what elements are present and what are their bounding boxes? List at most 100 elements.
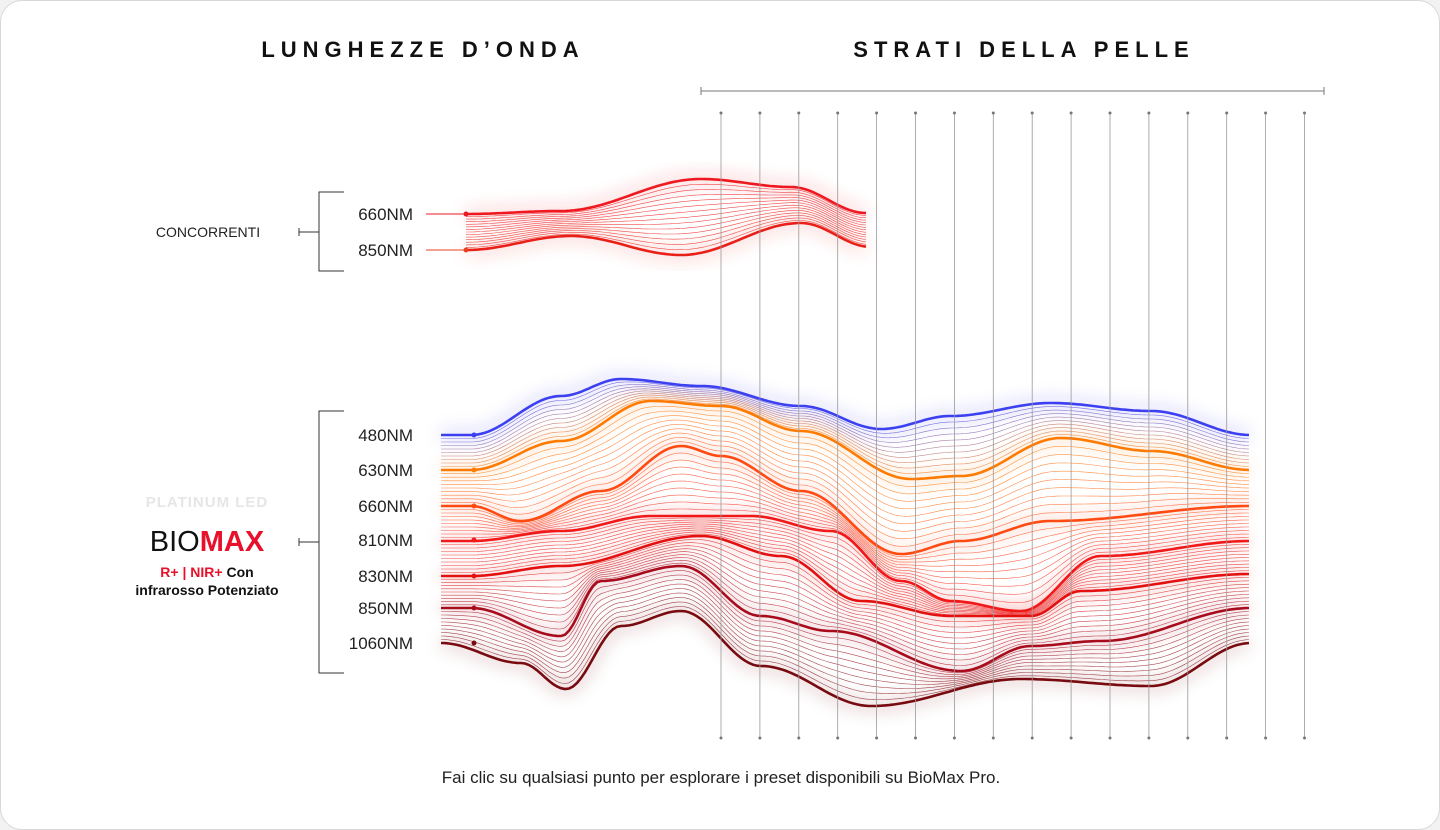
strand: [441, 459, 1249, 560]
wavelength-label: 1060NM: [349, 634, 413, 653]
strand: [441, 384, 1250, 443]
wavelength-labels: 660NM 850NM 480NM 630NM 660NM 810NM 830NM 850NM…: [349, 205, 477, 653]
strand: [441, 392, 1250, 458]
strand: [465, 215, 867, 243]
strand: [441, 533, 1250, 616]
strand: [441, 517, 1250, 612]
layer-dot: [1069, 111, 1073, 115]
strand: [441, 501, 1250, 595]
wavelength-label: 850NM: [358, 241, 413, 260]
strand: [441, 394, 1250, 464]
strand: [441, 473, 1249, 567]
strand: [441, 548, 1250, 639]
strand: [441, 410, 1250, 495]
brand-light: BIO: [150, 526, 200, 558]
spec-highlight: R+ | NIR+: [160, 564, 223, 580]
strand: [441, 428, 1249, 525]
layer-dot: [1225, 736, 1229, 740]
layer-dot: [991, 111, 995, 115]
brand-bold: MAX: [200, 526, 265, 558]
glow: [441, 375, 1250, 439]
strand: [465, 199, 867, 228]
strand: [441, 452, 1249, 558]
layer-dot: [797, 736, 801, 740]
wavelength-dot[interactable]: [471, 432, 477, 438]
strand: [441, 559, 1250, 661]
wavelength-dot[interactable]: [471, 503, 477, 509]
layer-dot: [1108, 736, 1112, 740]
strand: [441, 419, 1250, 510]
strand: [441, 466, 1249, 563]
layer-dot: [719, 111, 723, 115]
strand: [441, 523, 1250, 614]
wave-bundles: [440, 175, 1250, 710]
wavelength-dot[interactable]: [471, 573, 477, 579]
strand: [441, 521, 1250, 613]
key-curve: [441, 377, 1250, 437]
layer-dot: [914, 111, 917, 115]
key-curve: [465, 221, 867, 257]
strand: [466, 197, 867, 225]
strand: [466, 202, 867, 230]
strand: [440, 592, 1250, 685]
layer-dot: [875, 736, 879, 740]
strand: [441, 441, 1249, 547]
strand: [441, 480, 1249, 573]
wavelength-label: 660NM: [358, 205, 413, 224]
layer-dot: [758, 736, 762, 740]
skin-layer-scale: [700, 87, 1325, 95]
wavelength-label: 810NM: [358, 531, 413, 550]
strand: [441, 508, 1250, 603]
wavelength-dot[interactable]: [471, 537, 477, 543]
competitors-label: CONCORRENTI: [156, 224, 260, 240]
strand: [441, 381, 1250, 439]
layer-dot: [1186, 111, 1190, 115]
spec-text: Con infrarosso Potenziato: [135, 564, 279, 598]
strand: [466, 189, 867, 220]
layer-dot: [952, 736, 956, 740]
strand: [441, 529, 1250, 615]
strand: [441, 527, 1250, 615]
wavelength-dot[interactable]: [471, 640, 477, 646]
strand: [441, 525, 1250, 614]
layer-dot: [1264, 736, 1268, 740]
wavelength-dot[interactable]: [463, 211, 469, 217]
strand: [441, 579, 1250, 677]
layer-dot: [1186, 736, 1190, 740]
strand: [466, 220, 867, 250]
layer-dot: [719, 736, 723, 740]
wavelength-label: 480NM: [358, 426, 413, 445]
key-curve: [466, 177, 867, 216]
wavelength-dot[interactable]: [463, 247, 469, 253]
skin-layers-header: STRATI DELLA PELLE: [853, 37, 1194, 62]
wavelength-dot[interactable]: [471, 467, 477, 473]
layer-dot: [1147, 111, 1151, 115]
strand: [441, 406, 1250, 487]
wavelength-label: 830NM: [358, 567, 413, 586]
strand: [441, 424, 1250, 517]
logo: PLATINUM LED: [146, 494, 269, 511]
layer-dot: [758, 111, 762, 115]
strand: [441, 562, 1250, 666]
strand: [441, 570, 1250, 674]
strand: [466, 204, 867, 233]
strand: [441, 574, 1250, 675]
layer-lines: [719, 111, 1306, 740]
strand: [440, 606, 1250, 700]
layer-dot: [797, 111, 801, 115]
biomax-bracket: [298, 410, 344, 674]
wavelength-dot[interactable]: [471, 605, 477, 611]
competitor-bracket: [298, 191, 344, 272]
strand: [441, 531, 1250, 616]
strand: [440, 588, 1250, 682]
layer-dot: [836, 736, 840, 740]
wavelength-header: LUNGHEZZE D’ONDA: [261, 37, 584, 62]
strand: [441, 519, 1250, 613]
key-curve: [441, 399, 1250, 481]
strand: [466, 210, 867, 238]
strand: [441, 583, 1250, 680]
strand: [441, 557, 1250, 655]
strand: [441, 542, 1250, 628]
layer-dot: [836, 111, 840, 115]
